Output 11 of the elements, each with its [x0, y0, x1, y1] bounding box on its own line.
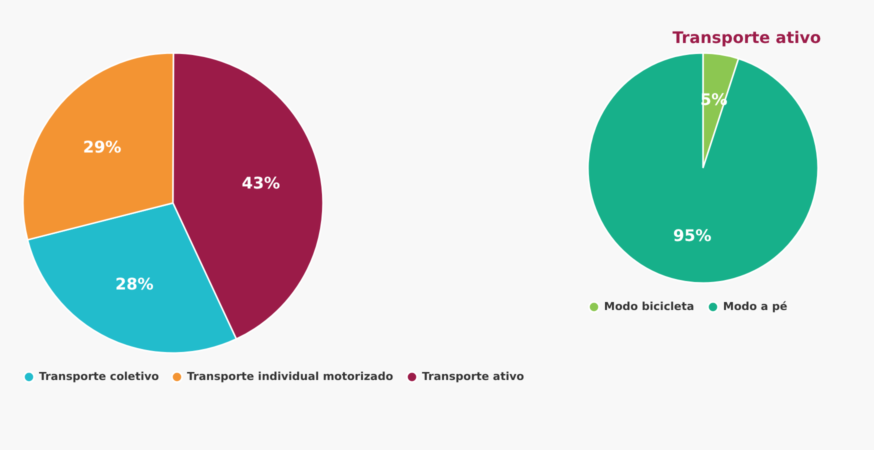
data-label: 95% — [673, 226, 712, 246]
data-label: 29% — [82, 138, 122, 157]
pie-slice — [587, 52, 819, 284]
legend-label: Transporte ativo — [422, 370, 525, 383]
legend-label: Transporte coletivo — [39, 370, 160, 383]
data-label: 28% — [115, 274, 154, 294]
data-label: 43% — [242, 174, 280, 193]
legend-label: Modo bicicleta — [604, 300, 694, 313]
legend-label: Transporte individual motorizado — [187, 370, 394, 383]
legend-label: Modo a pé — [723, 300, 788, 313]
chart-title: Transporte ativo — [672, 28, 822, 47]
